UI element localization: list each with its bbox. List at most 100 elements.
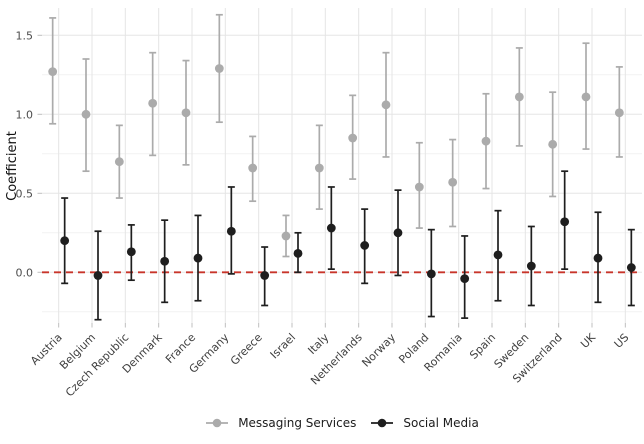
- series-messaging-services: [48, 13, 624, 258]
- point-estimate: [193, 253, 203, 263]
- point-estimate: [348, 133, 358, 143]
- pointrange-spain-messaging-services: [481, 92, 491, 190]
- pointrange-denmark-social-media: [160, 219, 170, 304]
- y-tick-label: 0.0: [16, 266, 34, 279]
- point-estimate: [493, 250, 503, 260]
- point-estimate: [526, 261, 536, 271]
- point-estimate: [293, 248, 303, 258]
- point-estimate: [514, 92, 524, 102]
- pointrange-germany-social-media: [226, 186, 236, 275]
- pointrange-uk-messaging-services: [581, 42, 591, 150]
- point-estimate: [160, 256, 170, 266]
- point-estimate: [226, 226, 236, 236]
- pointrange-sweden-social-media: [526, 225, 536, 307]
- pointrange-switzerland-social-media: [560, 170, 570, 270]
- pointrange-denmark-messaging-services: [148, 51, 158, 157]
- legend: Messaging Services Social Media: [42, 413, 642, 433]
- pointrange-austria-social-media: [60, 197, 70, 285]
- x-tick-label-uk: UK: [578, 330, 599, 351]
- point-estimate: [248, 163, 258, 173]
- point-estimate: [560, 217, 570, 227]
- pointrange-spain-social-media: [493, 209, 503, 302]
- legend-item-social-media: Social Media: [370, 416, 479, 430]
- point-estimate: [81, 109, 91, 119]
- pointrange-belgium-social-media: [93, 230, 103, 321]
- point-estimate: [260, 271, 270, 280]
- point-estimate: [314, 163, 324, 173]
- point-estimate: [548, 139, 558, 149]
- pointrange-us-social-media: [626, 228, 636, 307]
- point-estimate: [481, 136, 491, 146]
- pointrange-czech-republic-messaging-services: [114, 124, 124, 199]
- pointrange-norway-social-media: [393, 189, 403, 277]
- pointrange-italy-social-media: [326, 186, 336, 270]
- point-estimate: [626, 263, 636, 272]
- x-tick-label-israel: Israel: [268, 331, 298, 361]
- legend-marker-social-icon: [371, 418, 394, 428]
- y-axis-title: Coefficient: [5, 131, 20, 201]
- point-estimate: [414, 182, 424, 192]
- pointrange-france-messaging-services: [181, 59, 191, 166]
- pointrange-israel-messaging-services: [281, 214, 291, 258]
- point-estimate: [93, 271, 103, 280]
- pointrange-czech-republic-social-media: [126, 224, 136, 282]
- point-estimate: [393, 228, 403, 238]
- point-estimate: [360, 241, 370, 250]
- pointrange-greece-social-media: [260, 246, 270, 307]
- point-estimate: [148, 98, 158, 108]
- point-estimate: [114, 157, 124, 167]
- point-estimate: [48, 67, 58, 77]
- y-tick-label: 1.0: [16, 108, 34, 121]
- point-estimate: [281, 231, 291, 241]
- legend-item-messaging-services: Messaging Services: [205, 416, 356, 430]
- pointrange-uk-social-media: [593, 211, 603, 304]
- point-estimate: [614, 108, 624, 118]
- legend-label-social-media: Social Media: [403, 416, 479, 430]
- h-gridlines-minor: [42, 74, 642, 313]
- legend-label-messaging-services: Messaging Services: [238, 416, 357, 430]
- point-estimate: [60, 236, 70, 246]
- x-tick-label-us: US: [612, 331, 632, 351]
- point-estimate: [426, 269, 436, 279]
- pointrange-switzerland-messaging-services: [548, 91, 558, 198]
- point-estimate: [326, 223, 336, 233]
- y-tick-label: 0.5: [16, 187, 34, 200]
- y-tick-label: 1.5: [16, 29, 34, 42]
- point-estimate: [181, 108, 191, 118]
- pointrange-poland-social-media: [426, 228, 436, 318]
- y-tick-labels: 0.0 0.5 1.0 1.5: [16, 29, 34, 279]
- point-estimate: [581, 92, 591, 102]
- pointrange-poland-messaging-services: [414, 141, 424, 229]
- pointrange-norway-messaging-services: [381, 51, 391, 158]
- pointrange-romania-messaging-services: [448, 138, 458, 228]
- pointrange-romania-social-media: [460, 235, 470, 319]
- x-tick-label-greece: Greece: [228, 331, 265, 368]
- point-estimate: [593, 253, 603, 263]
- point-estimate: [460, 274, 470, 284]
- point-estimate: [381, 100, 391, 110]
- pointrange-netherlands-messaging-services: [348, 94, 358, 180]
- x-tick-label-norway: Norway: [359, 331, 398, 370]
- pointrange-germany-messaging-services: [214, 13, 224, 124]
- pointrange-italy-messaging-services: [314, 124, 324, 210]
- point-estimate: [214, 64, 224, 73]
- pointrange-us-messaging-services: [614, 66, 624, 158]
- x-tick-label-italy: Italy: [305, 331, 331, 357]
- legend-marker-messaging-icon: [206, 418, 229, 428]
- point-estimate: [448, 177, 458, 187]
- point-estimate: [126, 247, 136, 257]
- pointrange-france-social-media: [193, 214, 203, 302]
- pointrange-belgium-messaging-services: [81, 58, 91, 173]
- pointrange-austria-messaging-services: [48, 17, 58, 125]
- series-social-media: [60, 170, 636, 321]
- x-tick-label-spain: Spain: [467, 331, 498, 362]
- pointrange-netherlands-social-media: [360, 208, 370, 285]
- pointrange-israel-social-media: [293, 231, 303, 274]
- pointrange-greece-messaging-services: [248, 135, 258, 203]
- axis-ticks: [37, 34, 626, 328]
- pointrange-sweden-messaging-services: [514, 47, 524, 147]
